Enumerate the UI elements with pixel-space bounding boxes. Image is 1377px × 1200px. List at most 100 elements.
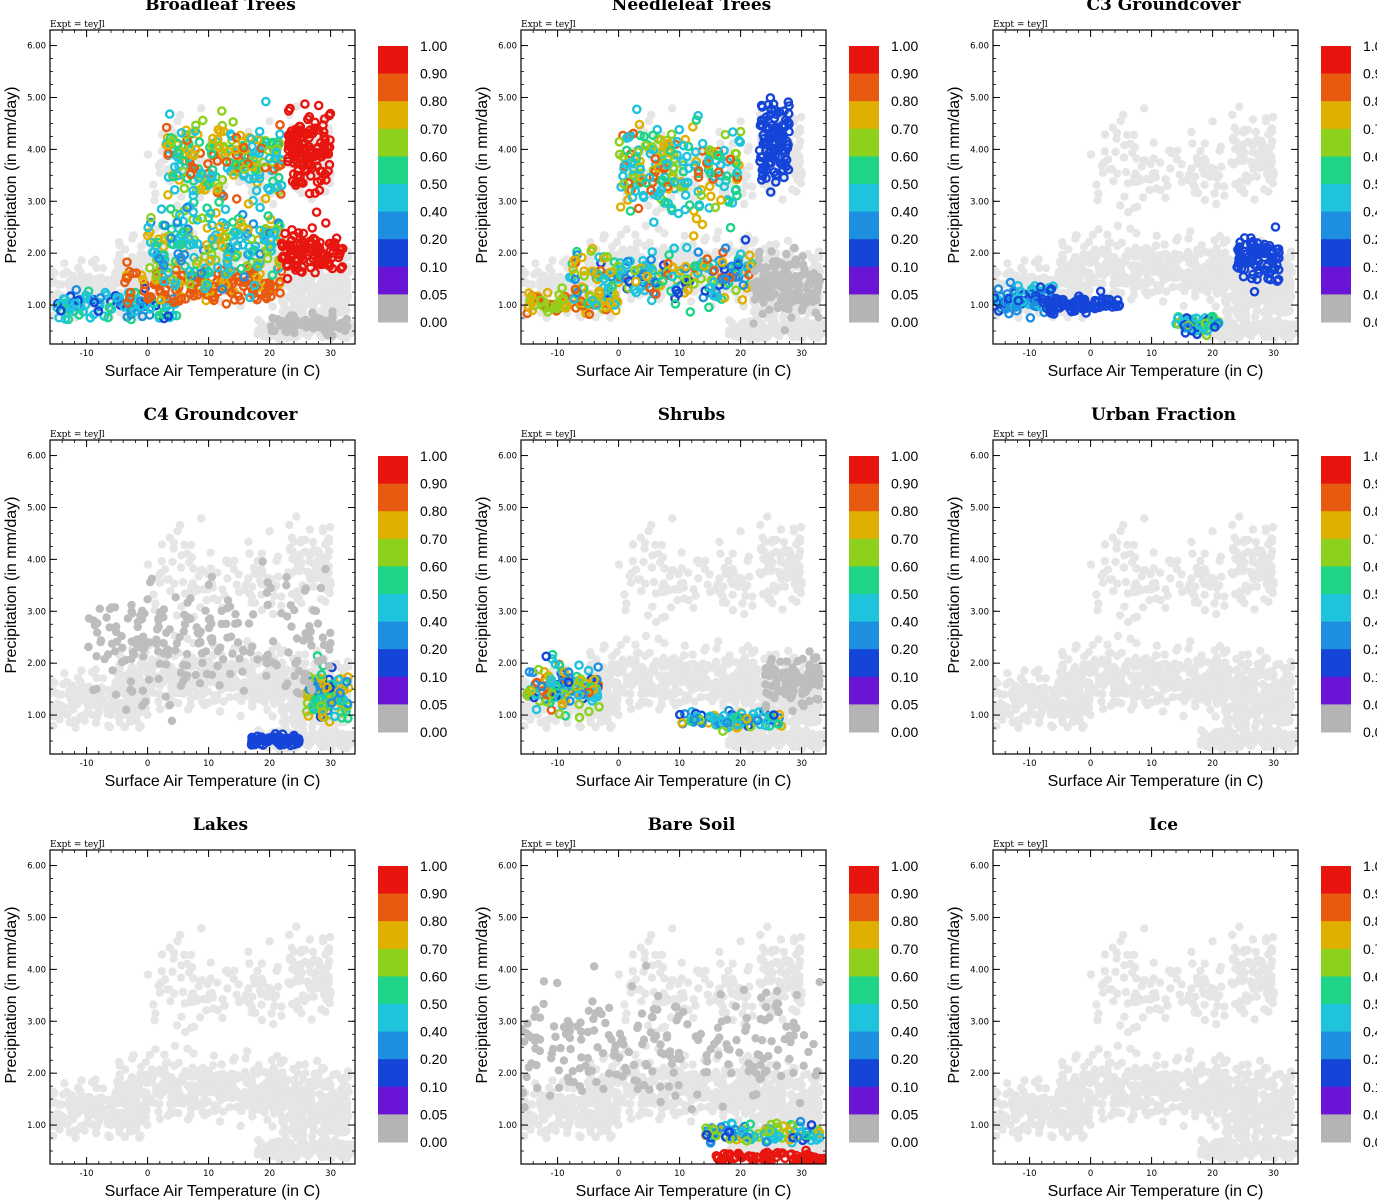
colorbar-label: 0.70 [420,121,447,137]
data-point [713,150,723,161]
data-point [121,273,132,283]
data-point [56,305,66,316]
data-point [341,326,350,335]
data-point [164,109,175,119]
data-point [757,165,767,175]
colorbar: 1.000.900.800.700.600.500.400.200.100.05… [378,38,447,330]
data-point [264,185,275,195]
data-point [268,302,277,311]
data-point [1173,233,1182,242]
data-point [159,260,169,271]
colorbar-swatch [849,239,879,268]
data-point [1035,263,1044,273]
data-point [794,156,804,165]
colorbar-label: 0.60 [420,148,447,164]
data-point [288,282,298,292]
data-point [523,301,534,312]
data-point [788,332,798,342]
data-point [205,208,216,218]
data-point [102,275,112,285]
data-point [206,149,217,159]
data-point [1210,236,1219,245]
x-axis-label: Surface Air Temperature (in C) [576,363,792,380]
data-point [717,257,728,268]
data-point [181,129,191,140]
data-point [338,333,347,342]
data-point [289,311,298,320]
data-point [625,206,636,216]
data-point [265,117,274,126]
data-point [616,230,625,240]
data-point [681,242,692,253]
data-point [687,122,698,132]
data-point [667,271,678,282]
data-point [750,236,759,245]
data-point [192,238,203,249]
data-point [811,253,821,262]
data-point [632,104,642,115]
data-point [211,233,221,244]
data-point [221,157,232,167]
data-point [311,148,322,158]
data-point [735,126,746,137]
data-point [319,272,328,282]
data-point [239,164,250,174]
data-point [311,207,322,217]
data-point [328,312,337,321]
data-point [325,108,336,119]
data-point [163,267,173,278]
data-point [795,137,805,146]
data-point [782,249,791,259]
data-point [1184,234,1193,243]
data-point [196,168,207,178]
data-point [161,301,172,312]
data-point [146,212,156,223]
data-point [283,327,292,337]
data-point [773,303,782,313]
data-point [295,318,304,328]
data-point [216,106,227,116]
data-point [231,150,242,160]
data-point [184,266,195,277]
data-point [272,182,283,192]
data-point [286,250,296,260]
data-point [160,220,170,231]
data-point [635,164,646,175]
data-point [153,237,163,248]
data-point [594,289,605,299]
data-point [586,254,596,263]
data-point [207,233,217,244]
colorbar-swatch [849,211,879,240]
data-point [217,174,228,185]
data-point [766,129,777,140]
data-point [577,252,587,263]
data-point [207,220,217,231]
data-point [763,99,774,110]
data-point [1158,297,1168,306]
data-point [704,302,714,313]
data-point [1103,230,1112,239]
data-point [1197,241,1206,250]
data-point [777,270,786,279]
data-point [294,295,303,305]
data-point [220,269,231,279]
data-point [306,298,316,307]
data-point [654,224,663,233]
data-point [648,172,659,182]
data-point [301,240,311,251]
data-point [704,145,715,155]
y-tick-label: 2.00 [498,249,517,259]
data-point [721,171,732,181]
data-point [275,276,285,287]
data-point [1129,290,1138,300]
data-point [784,119,794,130]
data-point [725,222,736,233]
data-point [727,127,738,137]
data-point [548,256,557,265]
data-point [570,274,581,285]
colorbar-label: 1.00 [891,38,918,54]
data-point [130,287,140,298]
data-point [57,280,66,289]
